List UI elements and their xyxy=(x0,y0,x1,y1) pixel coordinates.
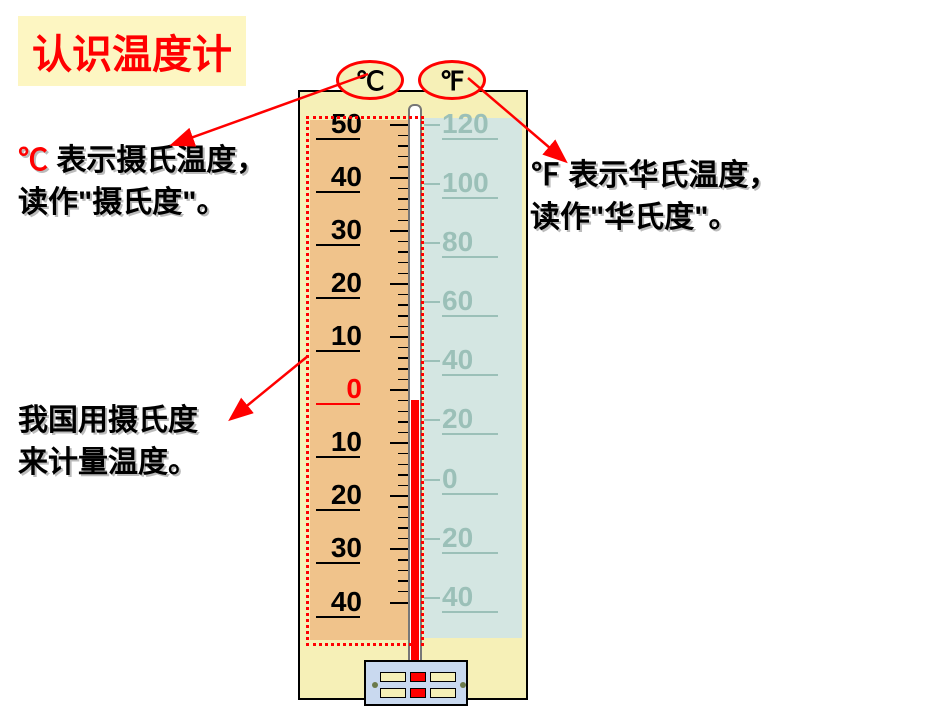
fahrenheit-label: 20 xyxy=(442,522,502,554)
fahrenheit-header-label: ℉ xyxy=(440,66,465,96)
fahrenheit-label: 80 xyxy=(442,226,502,258)
fahrenheit-symbol-inline: ℉ xyxy=(530,159,560,192)
celsius-highlight-box xyxy=(306,116,424,646)
fahrenheit-label: 40 xyxy=(442,581,502,613)
fahrenheit-label: 20 xyxy=(442,403,502,435)
celsius-symbol-inline: ℃ xyxy=(18,144,48,177)
fahrenheit-label: 120 xyxy=(442,108,502,140)
fahrenheit-explanation: ℉ 表示华氏温度， 读作"华氏度"。 xyxy=(530,155,778,239)
thermometer-base xyxy=(364,660,468,706)
fahrenheit-label: 0 xyxy=(442,463,502,495)
fahrenheit-scale: 1201008060402002040 xyxy=(424,118,522,638)
fahrenheit-line1: 表示华氏温度， xyxy=(560,159,778,192)
slide-title: 认识温度计 xyxy=(18,16,246,86)
celsius-explanation: ℃ 表示摄氏温度， 读作"摄氏度"。 xyxy=(18,140,266,224)
fahrenheit-label: 60 xyxy=(442,285,502,317)
celsius-header-label: ℃ xyxy=(355,66,384,96)
bottom-line2: 来计量温度。 xyxy=(18,446,198,479)
fahrenheit-label: 100 xyxy=(442,167,502,199)
celsius-line1: 表示摄氏温度， xyxy=(48,144,266,177)
thermometer-diagram: ℃ ℉ 5040302010010203040 1201008060402002… xyxy=(298,60,528,700)
china-uses-celsius: 我国用摄氏度 来计量温度。 xyxy=(18,400,198,484)
fahrenheit-header-circle: ℉ xyxy=(418,60,486,100)
celsius-line2: 读作"摄氏度"。 xyxy=(18,186,226,219)
celsius-header-circle: ℃ xyxy=(336,60,404,100)
fahrenheit-line2: 读作"华氏度"。 xyxy=(530,201,738,234)
fahrenheit-label: 40 xyxy=(442,344,502,376)
bottom-line1: 我国用摄氏度 xyxy=(18,404,198,437)
